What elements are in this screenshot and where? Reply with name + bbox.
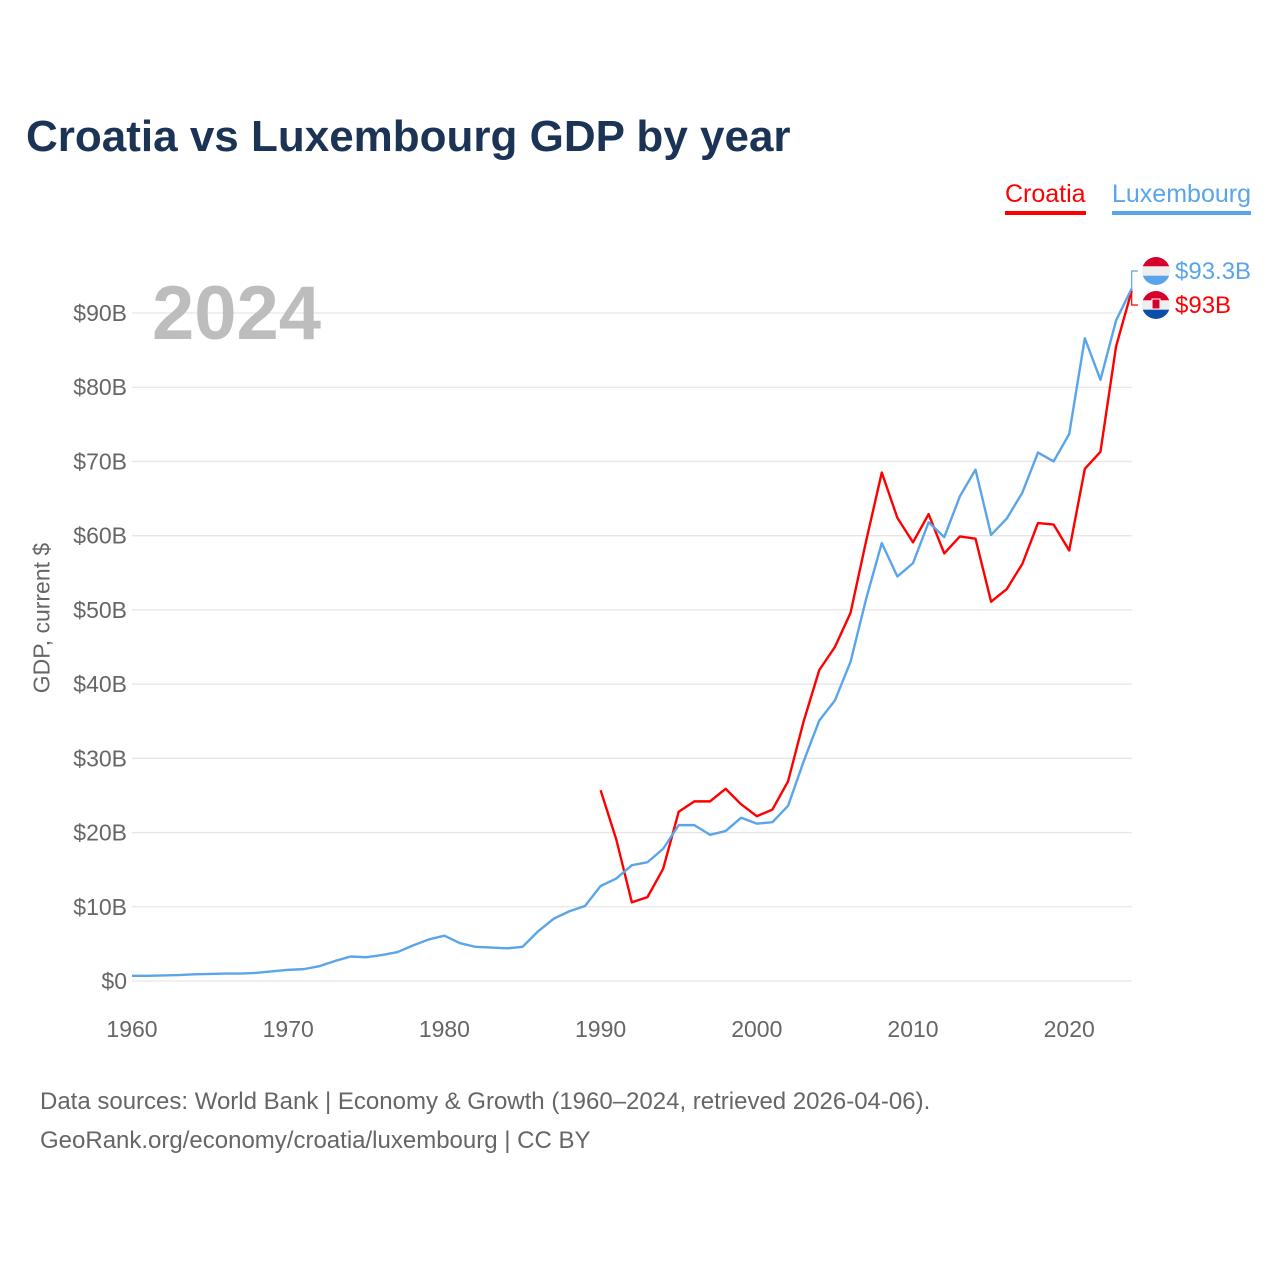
footer: Data sources: World Bank | Economy & Gro… — [40, 1082, 930, 1160]
y-tick-label: $0 — [101, 968, 127, 994]
luxembourg-flag-icon — [1142, 266, 1170, 276]
footer-link[interactable]: GeoRank.org/economy/croatia/luxembourg |… — [40, 1127, 591, 1154]
croatia-flag-icon — [1142, 309, 1170, 319]
luxembourg-flag-icon — [1142, 275, 1170, 285]
croatia-flag-icon — [1142, 291, 1170, 301]
x-tick-label: 2020 — [1044, 1016, 1095, 1042]
series-line-croatia — [599, 290, 1133, 904]
leader-line — [1131, 270, 1138, 289]
x-tick-label: 2010 — [887, 1016, 938, 1042]
y-tick-label: $90B — [73, 300, 127, 326]
y-tick-label: $80B — [73, 374, 127, 400]
y-tick-label: $10B — [73, 894, 127, 920]
croatia-coat-of-arms-icon — [1151, 298, 1161, 310]
x-tick-label: 1990 — [575, 1016, 626, 1042]
y-tick-label: $20B — [73, 820, 127, 846]
x-tick-label: 1960 — [106, 1016, 157, 1042]
legend-luxembourg[interactable]: Luxembourg — [1112, 180, 1251, 215]
x-tick-label: 1980 — [419, 1016, 470, 1042]
y-tick-label: $30B — [73, 745, 127, 771]
y-tick-label: $70B — [73, 448, 127, 474]
x-tick-label: 2000 — [731, 1016, 782, 1042]
legend-croatia[interactable]: Croatia — [1005, 180, 1086, 215]
end-label-croatia: $93B — [1175, 292, 1231, 319]
y-tick-label: $60B — [73, 523, 127, 549]
y-tick-label: $50B — [73, 597, 127, 623]
leader-line — [1131, 290, 1138, 306]
y-tick-label: $40B — [73, 671, 127, 697]
footer-sources: Data sources: World Bank | Economy & Gro… — [40, 1088, 931, 1115]
series-line-luxembourg — [132, 287, 1133, 978]
year-label: 2024 — [152, 271, 322, 356]
end-label-luxembourg: $93.3B — [1175, 258, 1251, 285]
luxembourg-flag-icon — [1142, 257, 1170, 267]
x-tick-label: 1970 — [263, 1016, 314, 1042]
y-axis-label: GDP, current $ — [28, 542, 55, 694]
chart-title: Croatia vs Luxembourg GDP by year — [26, 112, 791, 161]
